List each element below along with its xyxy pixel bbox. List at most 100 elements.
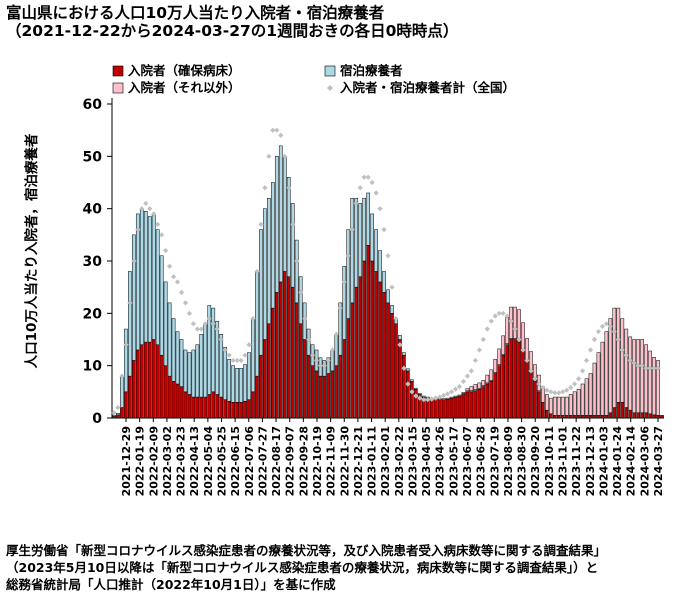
point-national	[635, 363, 641, 369]
x-tick-label: 2022-09-28	[297, 426, 310, 496]
bar-hospital-critical	[199, 396, 204, 419]
bar-hospital-critical	[243, 401, 247, 419]
bar-hotel	[199, 334, 204, 398]
point-national	[611, 329, 617, 335]
legend-swatch	[112, 65, 124, 77]
bar-hospital-critical	[632, 412, 637, 419]
point-national	[329, 347, 336, 353]
point-national	[321, 363, 328, 369]
bar-hospital-critical	[270, 307, 275, 419]
bar-hospital-critical	[358, 276, 363, 419]
bar-hotel	[159, 255, 164, 356]
point-national	[242, 352, 248, 358]
bar-hospital-critical	[278, 281, 283, 419]
bar-hospital-critical	[366, 245, 370, 419]
point-national	[290, 221, 296, 227]
x-tick-label: 2023-03-15	[406, 426, 419, 496]
point-national	[178, 289, 185, 295]
bar-hospital-critical	[616, 402, 621, 419]
bar-hospital-critical	[286, 276, 291, 419]
point-national	[163, 247, 169, 254]
bar-hospital-other	[473, 384, 478, 390]
legend-label: 入院者・宿泊療養者計（全国）	[340, 80, 515, 95]
point-national	[325, 357, 332, 364]
bar-hospital-critical	[564, 415, 569, 419]
bar-hotel	[267, 197, 271, 325]
bar-hospital-critical	[255, 375, 259, 419]
x-tick-label: 2022-08-17	[270, 426, 283, 496]
point-national	[516, 336, 522, 343]
bar-hospital-critical	[588, 415, 593, 419]
bar-hospital-critical	[652, 414, 656, 419]
x-tick-label: 2023-04-05	[420, 426, 433, 496]
x-tick-label: 2023-02-22	[393, 426, 406, 496]
legend-label: 宿泊療養者	[340, 63, 403, 78]
bar-hospital-other	[513, 306, 517, 339]
bar-hotel	[406, 368, 410, 372]
point-national	[230, 357, 236, 364]
point-national	[266, 153, 272, 159]
point-national	[460, 378, 467, 384]
point-national	[190, 321, 197, 327]
bar-hotel	[151, 213, 156, 340]
point-national	[174, 279, 181, 285]
point-national	[544, 387, 550, 393]
bar-hotel	[231, 365, 235, 403]
y-tick-label: 10	[83, 359, 103, 375]
y-tick-label: 40	[83, 202, 103, 218]
x-tick-label: 2023-08-09	[502, 426, 515, 496]
bar-hospital-critical	[453, 396, 458, 419]
bar-hotel	[298, 276, 303, 325]
bar-hospital-critical	[624, 407, 629, 419]
point-national	[139, 206, 145, 212]
point-national	[512, 326, 518, 332]
point-national	[599, 323, 606, 330]
bar-hospital-critical	[235, 402, 239, 419]
bar-hospital-critical	[155, 344, 160, 419]
point-national	[337, 305, 343, 311]
x-tick-label: 2022-07-27	[256, 426, 269, 496]
bar-hospital-critical	[239, 402, 243, 419]
bar-hospital-critical	[449, 397, 454, 419]
bar-hospital-other	[632, 339, 637, 414]
bar-hospital-other	[564, 396, 569, 416]
point-national	[421, 397, 427, 403]
bar-hospital-critical	[433, 399, 438, 419]
bar-hospital-critical	[533, 381, 537, 419]
bar-hospital-other	[568, 394, 573, 416]
x-tick-label: 2022-02-09	[147, 426, 160, 496]
bar-hospital-critical	[537, 391, 541, 419]
point-national	[210, 321, 216, 327]
point-national	[583, 357, 590, 364]
bar-hospital-critical	[660, 415, 664, 419]
point-national	[468, 368, 474, 374]
bar-hospital-critical	[227, 401, 231, 419]
x-tick-label: 2023-12-13	[584, 426, 597, 496]
point-national	[270, 127, 276, 133]
bar-hospital-critical	[294, 302, 299, 419]
bar-hospital-critical	[370, 260, 374, 419]
bar-hotel	[223, 347, 228, 400]
footnote-source-1: 厚生労働省「新型コロナウイルス感染症患者の療養状況等，及び入院患者受入病床数等に…	[6, 543, 607, 558]
bar-hotel	[342, 265, 347, 340]
bar-hospital-other	[572, 391, 577, 416]
point-national	[532, 376, 538, 382]
bar-hospital-critical	[251, 391, 255, 419]
bar-hotel	[215, 320, 220, 395]
chart-subtitle: （2021-12-22から2024-03-27の1週間おきの各日0時時点）	[6, 22, 459, 40]
point-national	[548, 389, 554, 395]
bar-hotel	[235, 368, 239, 403]
bar-hospital-other	[576, 388, 581, 416]
bar-hospital-critical	[517, 341, 521, 419]
x-tick-label: 2024-01-03	[597, 426, 610, 496]
point-national	[166, 263, 173, 269]
bar-hotel	[350, 197, 355, 304]
bar-hospital-critical	[437, 399, 442, 419]
point-national	[317, 363, 324, 369]
bar-hospital-critical	[628, 409, 633, 419]
bar-hospital-critical	[580, 415, 585, 419]
point-national	[524, 357, 530, 364]
bar-hotel	[128, 271, 132, 377]
bar-hospital-other	[501, 335, 506, 355]
legend-label: 入院者（確保病床）	[128, 63, 241, 78]
